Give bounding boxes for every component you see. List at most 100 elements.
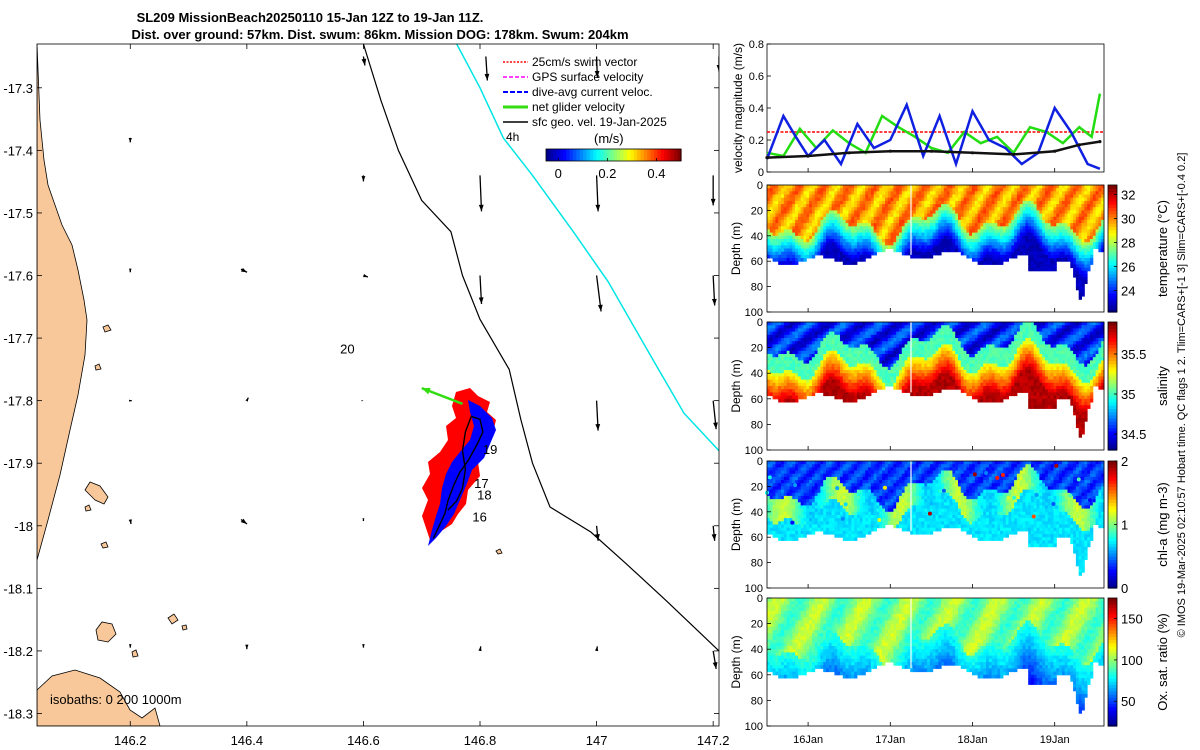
section-cell	[795, 213, 799, 218]
section-cell	[935, 213, 939, 218]
section-cell	[882, 185, 886, 189]
section-cell	[893, 248, 897, 253]
section-cell	[1050, 219, 1054, 224]
section-cell	[870, 213, 875, 218]
section-cell	[809, 245, 813, 249]
section-cell	[848, 389, 852, 393]
section-cell	[904, 242, 908, 246]
geo-vector-head	[245, 397, 249, 402]
section-cell	[848, 322, 852, 326]
section-cell	[814, 232, 818, 237]
section-cell	[972, 185, 976, 189]
section-cell	[1022, 200, 1026, 205]
section-cell	[775, 216, 779, 221]
section-cell	[1061, 216, 1066, 221]
section-cell	[820, 197, 824, 202]
section-cell	[966, 235, 970, 240]
section-cell	[980, 216, 984, 221]
section-cell	[868, 210, 872, 215]
section-cell	[1000, 197, 1004, 202]
section-cell	[879, 245, 883, 249]
section-cell	[783, 223, 788, 227]
section-cell	[938, 235, 942, 240]
section-cell	[792, 242, 796, 246]
section-cell	[781, 328, 785, 333]
section-cell	[1011, 200, 1015, 205]
section-cell	[842, 213, 847, 218]
section-cell	[882, 325, 886, 329]
section-cell	[899, 213, 903, 218]
section-cell	[873, 185, 877, 189]
section-cell	[1002, 251, 1007, 256]
section-cell	[1014, 191, 1018, 195]
section-cell	[775, 223, 779, 227]
section-cell	[927, 191, 931, 195]
section-cell	[769, 197, 774, 202]
section-cell	[823, 223, 827, 227]
section-cell	[938, 210, 942, 215]
section-cell	[977, 223, 981, 227]
section-cell	[792, 251, 796, 256]
section-cell	[1084, 235, 1088, 240]
section-cell	[879, 239, 883, 243]
section-cell	[955, 229, 959, 234]
section-cell	[983, 226, 987, 230]
section-cell	[781, 357, 785, 361]
section-cell	[831, 204, 835, 208]
section-cell	[828, 242, 833, 246]
section-cell	[873, 242, 877, 246]
section-cell	[969, 223, 973, 227]
section-cell	[938, 213, 942, 218]
section-cell	[1002, 210, 1007, 215]
section-cell	[1059, 207, 1063, 211]
legend-gps-velocity: GPS surface velocity	[532, 70, 643, 84]
section-cell	[994, 213, 998, 218]
map-colorbar-cell	[569, 149, 574, 161]
section-cell	[1031, 185, 1035, 189]
section-cell	[828, 191, 833, 195]
section-cell	[859, 235, 863, 240]
section-cell	[927, 200, 931, 205]
section-cell	[786, 185, 790, 189]
geo-vector-head	[363, 273, 368, 278]
section-cell	[876, 204, 880, 208]
section-cell	[1050, 229, 1054, 234]
section-cell	[963, 223, 967, 227]
section-cell	[1002, 213, 1007, 218]
section-cell	[783, 235, 788, 240]
section-cell	[817, 347, 821, 352]
section-cell	[1061, 197, 1066, 202]
section-cell	[1036, 245, 1040, 249]
section-cell	[969, 251, 973, 256]
section-cell	[783, 251, 788, 256]
section-cell	[983, 254, 987, 259]
section-cell	[983, 200, 987, 205]
section-cell	[817, 200, 821, 205]
section-cell	[983, 223, 987, 227]
section-cell	[778, 219, 782, 224]
section-cell	[913, 239, 917, 243]
section-cell	[932, 200, 936, 205]
section-cell	[786, 258, 790, 262]
section-cell	[823, 242, 827, 246]
section-cell	[826, 245, 830, 249]
section-cell	[783, 242, 788, 246]
section-cell	[809, 197, 813, 202]
section-cell	[994, 188, 998, 192]
section-cell	[826, 226, 830, 230]
section-cell	[809, 242, 813, 246]
section-cell	[781, 354, 785, 358]
section-cell	[865, 197, 869, 202]
section-cell	[848, 344, 852, 349]
section-cell	[887, 204, 892, 208]
section-cell	[918, 350, 922, 355]
section-cell	[929, 188, 934, 192]
section-cell	[806, 235, 810, 240]
section-cell	[1084, 207, 1088, 211]
section-cell	[1000, 194, 1004, 199]
section-cell	[1022, 216, 1026, 221]
section-cell	[1045, 267, 1049, 272]
section-cell	[986, 213, 990, 218]
section-cell	[879, 226, 883, 230]
section-cell	[845, 207, 849, 211]
